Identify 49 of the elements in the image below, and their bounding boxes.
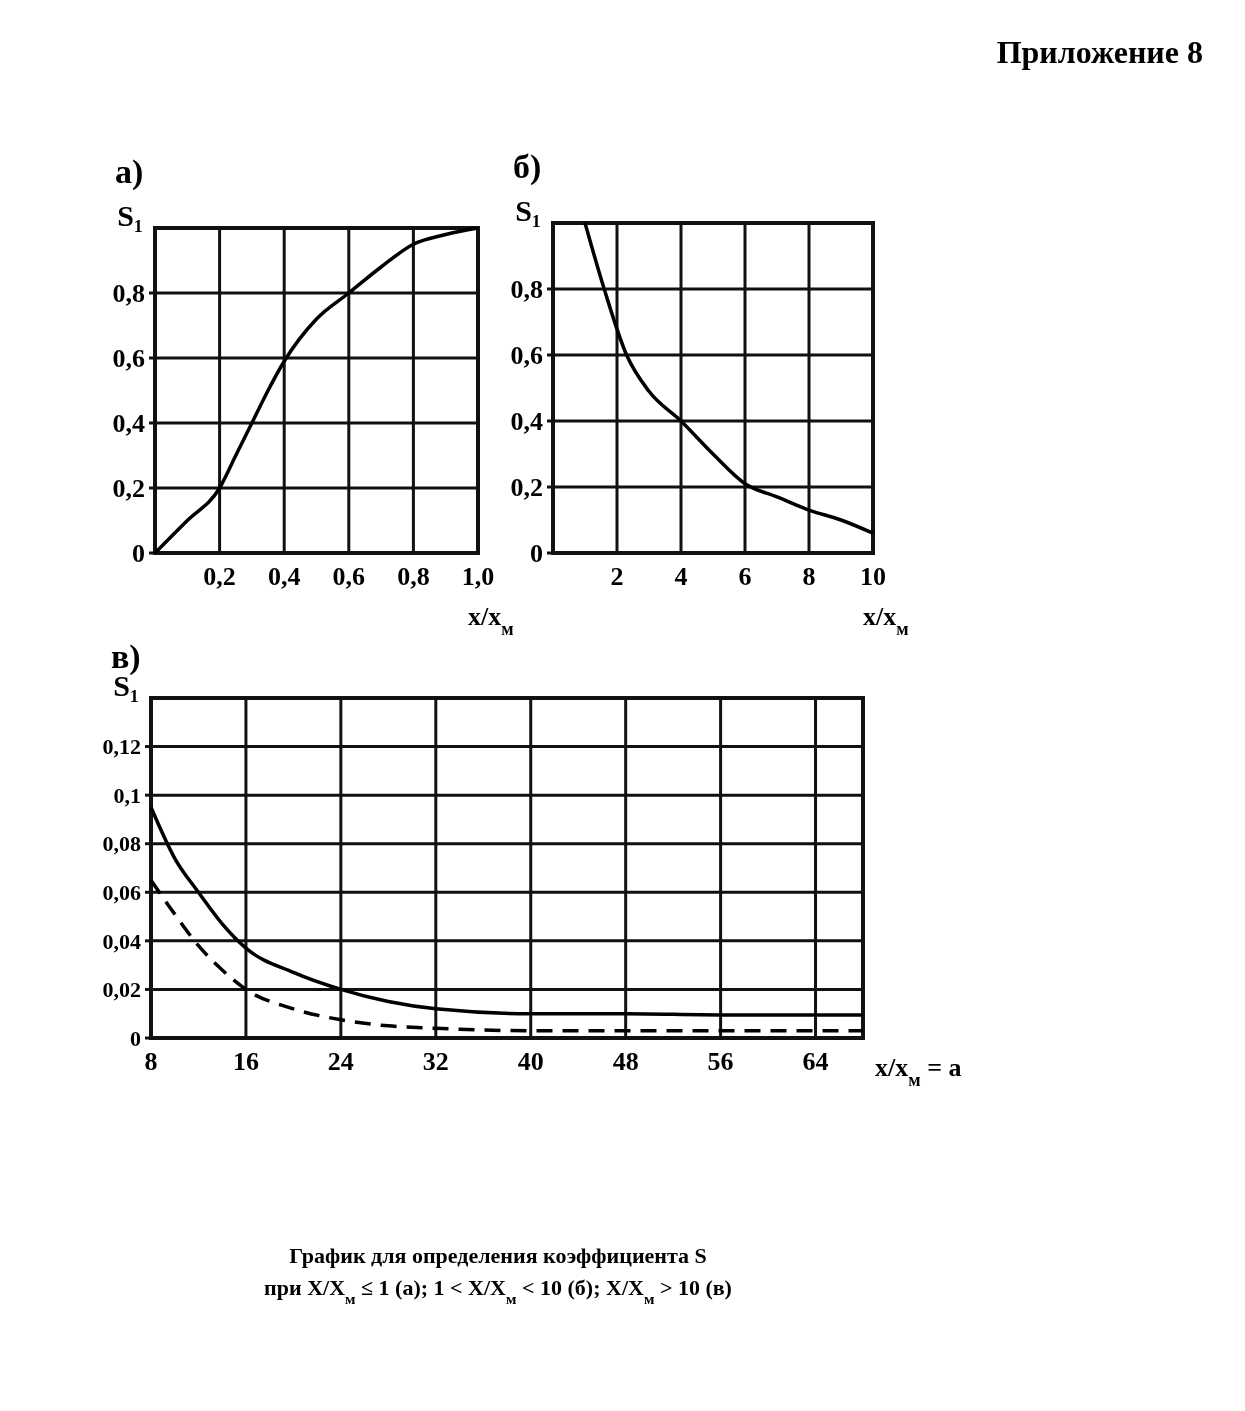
y-tick-label: 0,8 [112,279,145,309]
x-tick-label: 6 [738,562,752,591]
x-tick-label: 8 [144,1047,158,1076]
x-tick-label: 40 [517,1047,544,1076]
y-tick-label: 0,04 [102,928,141,954]
x-axis-title: x/x$_{м}$ = a [875,1053,962,1090]
y-tick-label: 0,2 [112,474,145,504]
y-tick-label: 0,06 [102,879,141,905]
line-series [153,226,480,555]
y-tick-label: 0,02 [102,977,141,1003]
x-tick-label: 48 [612,1047,639,1076]
x-tick-label: 8 [802,562,816,591]
y-tick-label: 0 [130,1025,141,1051]
y-tick-label: 0,1 [113,782,141,808]
x-tick-label: 16 [232,1047,259,1076]
x-axis-title: x/x$_{м}$ [468,602,514,639]
x-tick-label: 0,8 [397,562,430,591]
x-tick-label: 0,6 [332,562,366,591]
y-tick-label: 0 [530,539,543,569]
y-tick-label: 0,6 [510,341,543,371]
y-tick-label: 0,6 [112,344,145,374]
x-tick-label: 64 [802,1047,829,1076]
y-tick-label: 0 [132,539,145,569]
y-tick-label: 0,4 [510,407,543,437]
y-tick-label: 0,4 [112,409,145,439]
x-tick-label: 24 [327,1047,354,1076]
x-tick-label: 32 [422,1047,449,1076]
text: Приложение 8 [996,34,1203,70]
x-tick-label: 0,2 [203,562,236,591]
y-tick-label: 0,2 [510,473,543,503]
text: при X/X$_{м}$ ≤ 1 (а); 1 < X/X$_{м}$ < 10 (б); X/X$_{м}$ > 10 (в) [264,1275,732,1307]
x-tick-label: 1,0 [461,562,495,591]
x-axis-title: x/x$_{м}$ [863,602,909,639]
x-tick-label: 4 [674,562,688,591]
line-series [149,805,865,1017]
line-series [583,221,875,535]
x-tick-label: 10 [860,562,886,591]
chart-title: б) [513,148,542,186]
text: График для определения коэффициента S [289,1243,707,1268]
x-tick-label: 0,4 [267,562,301,591]
y-tick-label: 0,08 [102,831,141,857]
y-tick-label: 0,12 [102,734,141,760]
x-tick-label: 56 [707,1047,734,1076]
chart-title: а) [115,153,144,191]
line-series [149,878,865,1033]
y-tick-label: 0,8 [510,275,543,305]
y-axis-title: S₁ [515,194,541,227]
x-tick-label: 2 [610,562,624,591]
y-axis-title: S₁ [117,199,143,232]
